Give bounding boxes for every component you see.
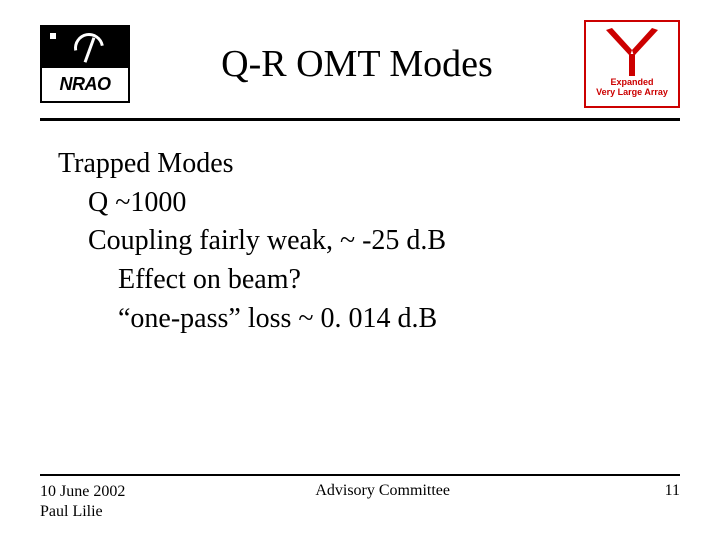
body-line: Effect on beam? — [58, 261, 662, 300]
star-icon — [50, 33, 56, 39]
nrao-logo-graphic — [42, 27, 128, 68]
footer-author: Paul Lilie — [40, 502, 125, 522]
page-title: Q-R OMT Modes — [130, 42, 584, 86]
page-number: 11 — [640, 482, 680, 500]
body-content: Trapped Modes Q ~1000 Coupling fairly we… — [40, 121, 680, 338]
nrao-logo: NRAO — [40, 25, 130, 103]
header: NRAO Q-R OMT Modes Expanded Very Large A… — [40, 20, 680, 108]
body-line: Q ~1000 — [58, 184, 662, 223]
footer-date: 10 June 2002 — [40, 482, 125, 502]
evla-logo: Expanded Very Large Array — [584, 20, 680, 108]
body-line: Coupling fairly weak, ~ -25 d.B — [58, 222, 662, 261]
footer-center: Advisory Committee — [125, 482, 640, 500]
body-line: “one-pass” loss ~ 0. 014 d.B — [58, 300, 662, 339]
evla-logo-line2: Very Large Array — [596, 88, 668, 98]
footer-wrap: 10 June 2002 Paul Lilie Advisory Committ… — [40, 474, 680, 522]
body-line: Trapped Modes — [58, 145, 662, 184]
nrao-logo-text: NRAO — [42, 68, 128, 101]
footer-left: 10 June 2002 Paul Lilie — [40, 482, 125, 522]
footer: 10 June 2002 Paul Lilie Advisory Committ… — [40, 476, 680, 522]
slide: NRAO Q-R OMT Modes Expanded Very Large A… — [0, 0, 720, 540]
evla-y-icon — [600, 26, 664, 78]
